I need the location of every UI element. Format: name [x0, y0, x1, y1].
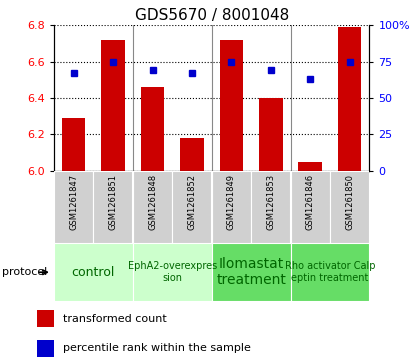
Bar — [37, 310, 54, 327]
Text: GSM1261853: GSM1261853 — [266, 174, 275, 231]
Text: GSM1261848: GSM1261848 — [148, 174, 157, 231]
Bar — [330, 171, 369, 243]
Text: transformed count: transformed count — [63, 314, 166, 323]
Text: Ilomastat
treatment: Ilomastat treatment — [216, 257, 286, 287]
Text: GSM1261851: GSM1261851 — [109, 174, 117, 230]
Text: control: control — [72, 266, 115, 279]
Text: EphA2-overexpres
sion: EphA2-overexpres sion — [127, 261, 217, 283]
Bar — [220, 40, 243, 171]
Text: GSM1261850: GSM1261850 — [345, 174, 354, 230]
Text: GSM1261847: GSM1261847 — [69, 174, 78, 231]
Bar — [172, 171, 212, 243]
Bar — [133, 171, 172, 243]
Bar — [212, 243, 290, 301]
Bar — [54, 171, 93, 243]
Bar — [133, 243, 212, 301]
Title: GDS5670 / 8001048: GDS5670 / 8001048 — [134, 8, 289, 23]
Bar — [54, 243, 133, 301]
Bar — [290, 243, 369, 301]
Bar — [93, 171, 133, 243]
Text: GSM1261852: GSM1261852 — [188, 174, 196, 230]
Text: percentile rank within the sample: percentile rank within the sample — [63, 343, 251, 353]
Bar — [101, 40, 125, 171]
Text: Rho activator Calp
eptin treatment: Rho activator Calp eptin treatment — [285, 261, 375, 283]
Bar — [141, 87, 164, 171]
Bar — [212, 171, 251, 243]
Bar — [259, 98, 283, 171]
Bar — [62, 118, 85, 171]
Text: protocol: protocol — [2, 267, 47, 277]
Bar — [251, 171, 290, 243]
Bar — [338, 27, 361, 171]
Text: GSM1261846: GSM1261846 — [306, 174, 315, 231]
Bar — [37, 339, 54, 357]
Bar — [298, 162, 322, 171]
Bar — [290, 171, 330, 243]
Text: GSM1261849: GSM1261849 — [227, 174, 236, 230]
Bar — [180, 138, 204, 171]
